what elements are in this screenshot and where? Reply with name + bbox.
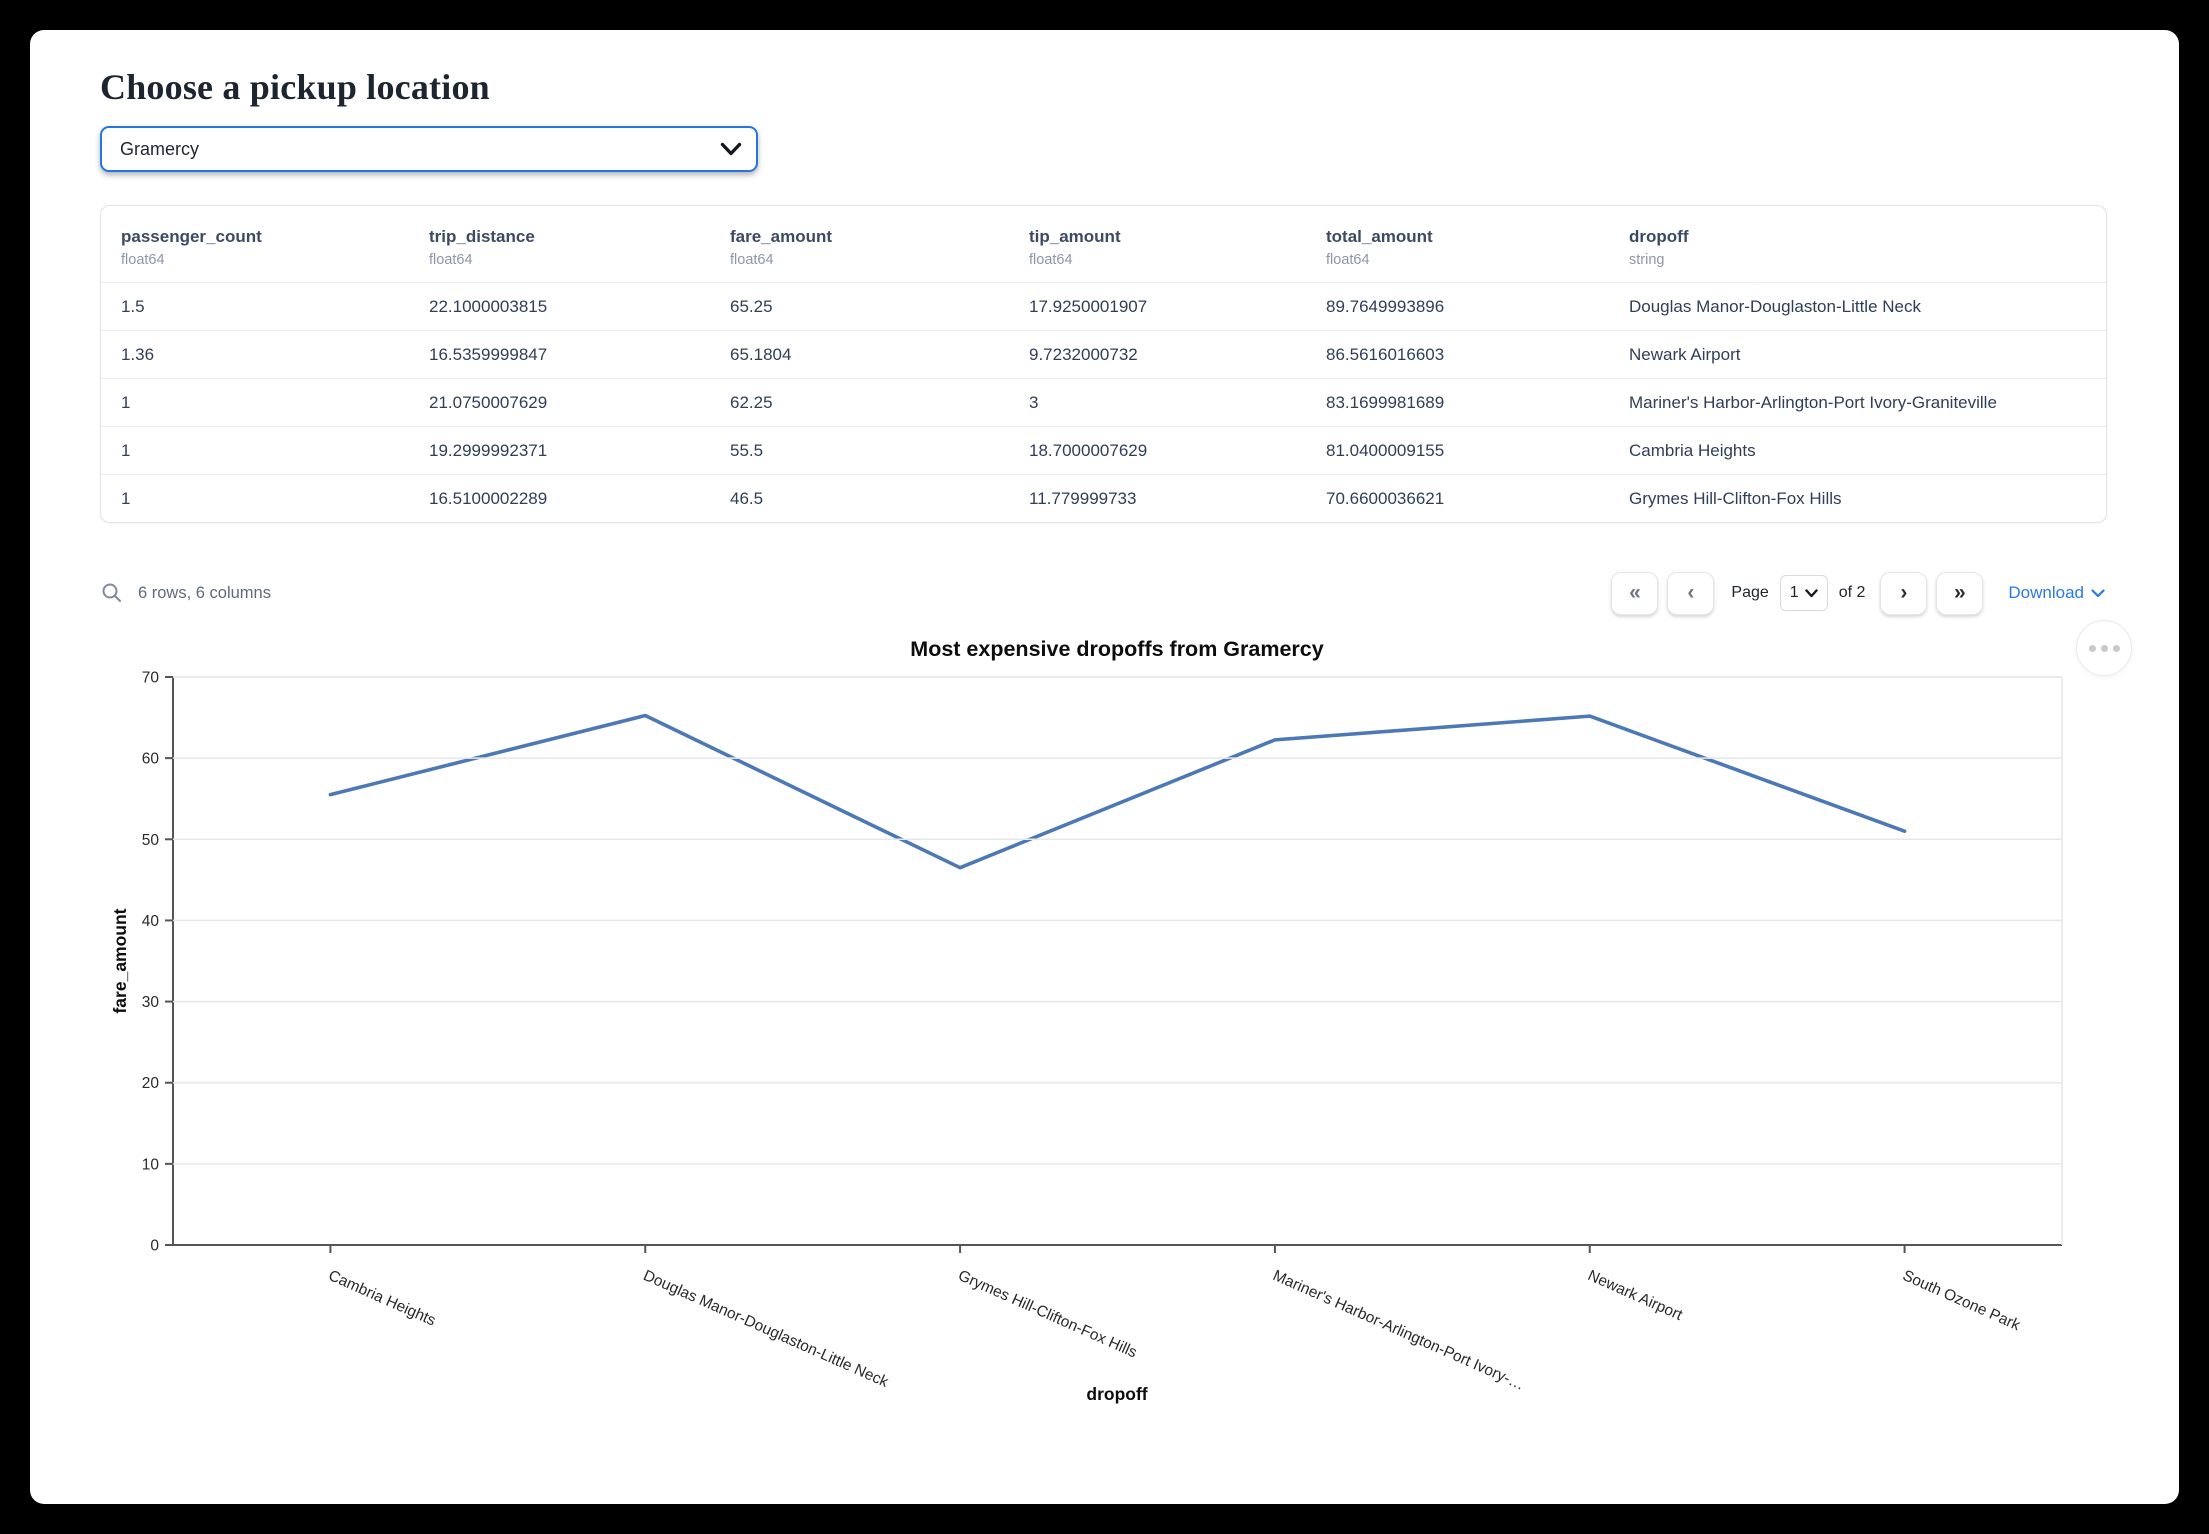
prev-page-icon: ‹ [1687,581,1695,604]
x-tick-label: Douglas Manor-Douglaston-Little Neck [641,1267,891,1391]
x-tick-label: Mariner's Harbor-Arlington-Port Ivory-… [1270,1267,1527,1394]
table-row: 1 16.5100002289 46.5 11.779999733 70.6600036… [101,474,2106,522]
table-footer: 6 rows, 6 columns « ‹ Page 1 of 2 › » Do… [100,570,2105,616]
y-tick-label: 40 [142,913,160,930]
cell: 1 [101,426,409,475]
page-label: Page [1731,584,1769,601]
next-page-icon: › [1900,581,1908,604]
pagination: « ‹ Page 1 of 2 › » Download [1611,571,2105,615]
y-tick-label: 30 [142,994,160,1011]
pickup-location-select-wrap: Gramercy [100,126,758,172]
next-page-button[interactable]: › [1880,571,1928,615]
chevron-down-icon [2091,588,2105,597]
last-page-icon: » [1954,581,1966,604]
cell: 65.1804 [710,330,1009,379]
table-row: 1 19.2999992371 55.5 18.7000007629 81.040000… [101,426,2106,475]
cell: Cambria Heights [1609,426,2106,475]
cell: Douglas Manor-Douglaston-Little Neck [1609,282,2106,331]
cell: 81.0400009155 [1306,426,1609,475]
cell: 3 [1009,378,1306,427]
cell: 17.9250001907 [1009,282,1306,331]
download-button[interactable]: Download [2008,583,2105,603]
chart-title: Most expensive dropoffs from Gramercy [910,637,1323,661]
cell: 1 [101,378,409,427]
cell: 21.0750007629 [409,378,710,427]
cell: 70.6600036621 [1306,474,1609,522]
data-table: passenger_count float64 trip_distance floa… [101,206,2106,522]
table-row: 1 21.0750007629 62.25 3 83.1699981689 Mariner… [101,378,2106,427]
y-tick-label: 50 [142,832,160,849]
y-tick-label: 20 [142,1075,160,1092]
column-header-tip-amount[interactable]: tip_amount float64 [1029,227,1121,268]
x-tick-label: South Ozone Park [1900,1267,2023,1334]
cell: 65.25 [710,282,1009,331]
first-page-icon: « [1629,581,1641,604]
of-pages-label: of 2 [1838,584,1866,601]
cell: 46.5 [710,474,1009,522]
app-page: Choose a pickup location Gramercy passen… [30,30,2179,1504]
ellipsis-icon [2088,644,2096,652]
cell: 55.5 [710,426,1009,475]
cell: 83.1699981689 [1306,378,1609,427]
fare-amount-line-series [328,713,1907,870]
data-table-card: passenger_count float64 trip_distance floa… [100,205,2107,523]
search-icon[interactable] [100,581,124,605]
cell: 11.779999733 [1009,474,1306,522]
y-tick-label: 60 [142,751,160,768]
download-label: Download [2008,583,2084,602]
page-number-value: 1 [1789,584,1799,601]
cell: 16.5100002289 [409,474,710,522]
y-tick-label: 0 [150,1238,159,1255]
page-title: Choose a pickup location [100,67,490,107]
column-header-passenger-count[interactable]: passenger_count float64 [121,227,262,268]
chevron-down-icon [1804,588,1818,597]
cell: Newark Airport [1609,330,2106,379]
cell: 16.5359999847 [409,330,710,379]
pickup-location-select[interactable]: Gramercy [100,126,758,172]
cell: 19.2999992371 [409,426,710,475]
column-header-dropoff[interactable]: dropoff string [1629,227,1689,268]
prev-page-button[interactable]: ‹ [1667,571,1715,615]
cell: 62.25 [710,378,1009,427]
cell: Grymes Hill-Clifton-Fox Hills [1609,474,2106,522]
cell: 18.7000007629 [1009,426,1306,475]
y-tick-label: 10 [142,1156,160,1173]
cell: 86.5616016603 [1306,330,1609,379]
cell: 1 [101,474,409,522]
table-row: 1.5 22.1000003815 65.25 17.9250001907 89.764… [101,282,2106,331]
first-page-button[interactable]: « [1611,571,1659,615]
column-header-trip-distance[interactable]: trip_distance float64 [429,227,535,268]
column-header-fare-amount[interactable]: fare_amount float64 [730,227,833,268]
x-tick-label: Grymes Hill-Clifton-Fox Hills [955,1267,1139,1361]
row-column-summary: 6 rows, 6 columns [138,583,271,602]
y-tick-label: 70 [142,670,160,687]
chart-options-menu-button[interactable] [2076,620,2132,676]
last-page-button[interactable]: » [1936,571,1984,615]
page-number-select[interactable]: 1 [1779,575,1828,611]
cell: 9.7232000732 [1009,330,1306,379]
chart-y-axis-label: fare_amount [110,908,130,1013]
cell: Mariner's Harbor-Arlington-Port Ivory-Gr… [1609,378,2106,427]
chart-x-axis-label: dropoff [1086,1384,1147,1404]
cell: 22.1000003815 [409,282,710,331]
cell: 1.5 [101,282,409,331]
column-header-total-amount[interactable]: total_amount float64 [1326,227,1433,268]
table-row: 1.36 16.5359999847 65.1804 9.7232000732 86.5… [101,330,2106,379]
cell: 1.36 [101,330,409,379]
x-tick-label: Cambria Heights [326,1267,439,1330]
table-summary-group: 6 rows, 6 columns [100,581,271,605]
cell: 89.7649993896 [1306,282,1609,331]
table-header-row: passenger_count float64 trip_distance floa… [101,206,2106,283]
x-tick-label: Newark Airport [1585,1267,1685,1324]
